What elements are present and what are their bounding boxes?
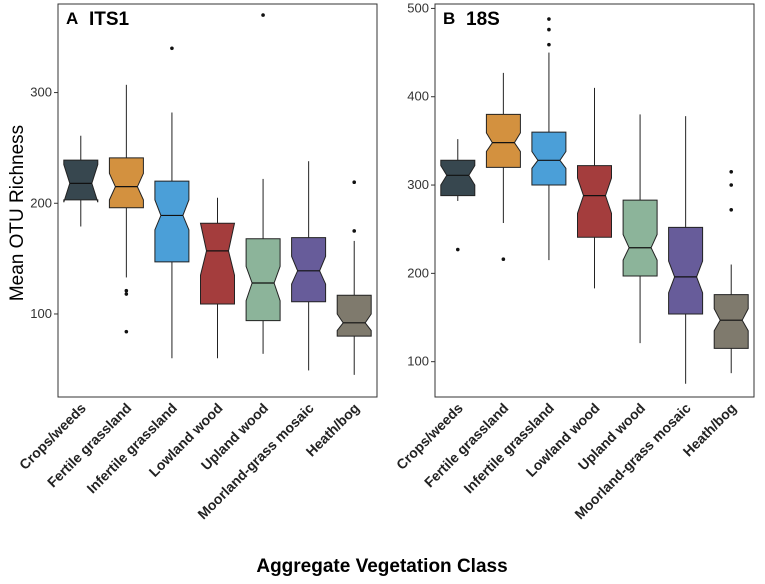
outlier-point [170,46,174,51]
y-tick-label: 100 [407,354,429,369]
outlier-point [547,17,551,21]
outlier-point [455,247,460,252]
box-body [485,113,521,168]
box-body [713,294,749,349]
box-body [199,222,236,305]
outlier-point [547,42,551,47]
y-axis-title: Mean OTU Richness [7,125,28,301]
box-body [622,199,658,277]
box-body [336,294,372,337]
box-body [668,226,704,315]
panel-title: 18S [466,9,500,30]
y-tick-label: 500 [407,0,429,15]
y-tick-label: 400 [407,89,429,104]
box-body [108,157,144,209]
outlier-point [501,257,506,262]
panel-letter: B [443,9,455,28]
box-body [245,238,281,322]
y-tick-label: 100 [30,306,52,321]
box-body [63,159,99,203]
outlier-point [124,288,129,293]
y-tick-label: 300 [407,177,429,192]
outlier-point [352,180,357,185]
x-category-label: Fertile grassland [421,400,512,491]
y-tick-label: 200 [30,195,52,210]
outlier-point [729,183,734,187]
x-category-label: Fertile grassland [44,400,135,491]
box-body [531,131,567,186]
box-body [291,237,327,303]
outlier-point [729,207,734,212]
outlier-point [124,329,129,334]
panel-letter: A [66,9,78,28]
outlier-point [547,27,551,32]
box-body [577,165,612,238]
box-body [154,180,190,263]
outlier-point [352,229,357,233]
outlier-point [729,169,734,174]
y-tick-label: 200 [407,265,429,280]
outlier-point [261,13,265,17]
x-axis-title: Aggregate Vegetation Class [256,556,507,577]
y-tick-label: 300 [30,85,52,100]
box-body [440,159,476,197]
panel-title: ITS1 [89,9,130,30]
outlier-point [124,292,129,296]
